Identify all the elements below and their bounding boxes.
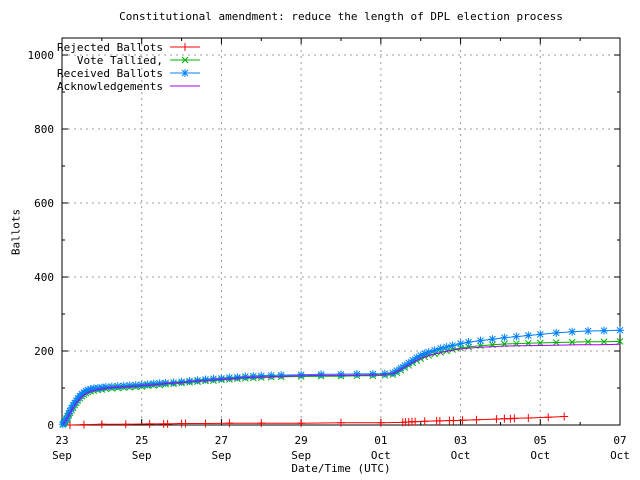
x-tick-day: 23: [55, 434, 68, 447]
legend-label-acknowledgements: Acknowledgements: [57, 80, 163, 93]
x-tick-month: Sep: [291, 449, 311, 462]
x-tick-month: Oct: [371, 449, 391, 462]
x-tick-month: Oct: [530, 449, 550, 462]
y-tick-label: 800: [34, 123, 54, 136]
legend-label-rejected: Rejected Ballots: [57, 41, 163, 54]
axis-ticks: [61, 38, 621, 426]
x-tick-day: 05: [534, 434, 547, 447]
legend-sample-received: [170, 69, 200, 77]
chart-title: Constitutional amendment: reduce the len…: [119, 10, 563, 23]
x-tick-month: Sep: [132, 449, 152, 462]
plot-border: [61, 37, 621, 426]
y-tick-label: 200: [34, 345, 54, 358]
x-tick-day: 01: [374, 434, 387, 447]
x-tick-day: 25: [135, 434, 148, 447]
x-tick-month: Oct: [610, 449, 630, 462]
legend-label-received: Received Ballots: [57, 67, 163, 80]
x-tick-day: 03: [454, 434, 467, 447]
legend-sample-rejected: [170, 43, 200, 51]
x-tick-day: 07: [613, 434, 626, 447]
y-tick-label: 600: [34, 197, 54, 210]
y-tick-label: 0: [47, 419, 54, 432]
x-axis-label: Date/Time (UTC): [291, 462, 391, 475]
series-tallied: [59, 338, 624, 428]
x-tick-day: 27: [215, 434, 228, 447]
y-tick-label: 1000: [28, 49, 55, 62]
x-tick-month: Oct: [451, 449, 471, 462]
x-tick-month: Sep: [52, 449, 72, 462]
y-tick-label: 400: [34, 271, 54, 284]
x-tick-day: 29: [295, 434, 308, 447]
legend-sample-tallied: [170, 56, 200, 64]
tick-labels: 23 Sep 25 Sep 27 Sep 29 Sep 01 Oct 03 Oct 05 Oct 07 Oct…: [28, 49, 630, 462]
x-tick-month: Sep: [211, 449, 231, 462]
legend-label-tallied: Vote Tallied,: [77, 54, 163, 67]
grid-lines: [62, 38, 621, 425]
series-rejected: [65, 412, 569, 429]
series-acknowledgements: [62, 343, 621, 425]
